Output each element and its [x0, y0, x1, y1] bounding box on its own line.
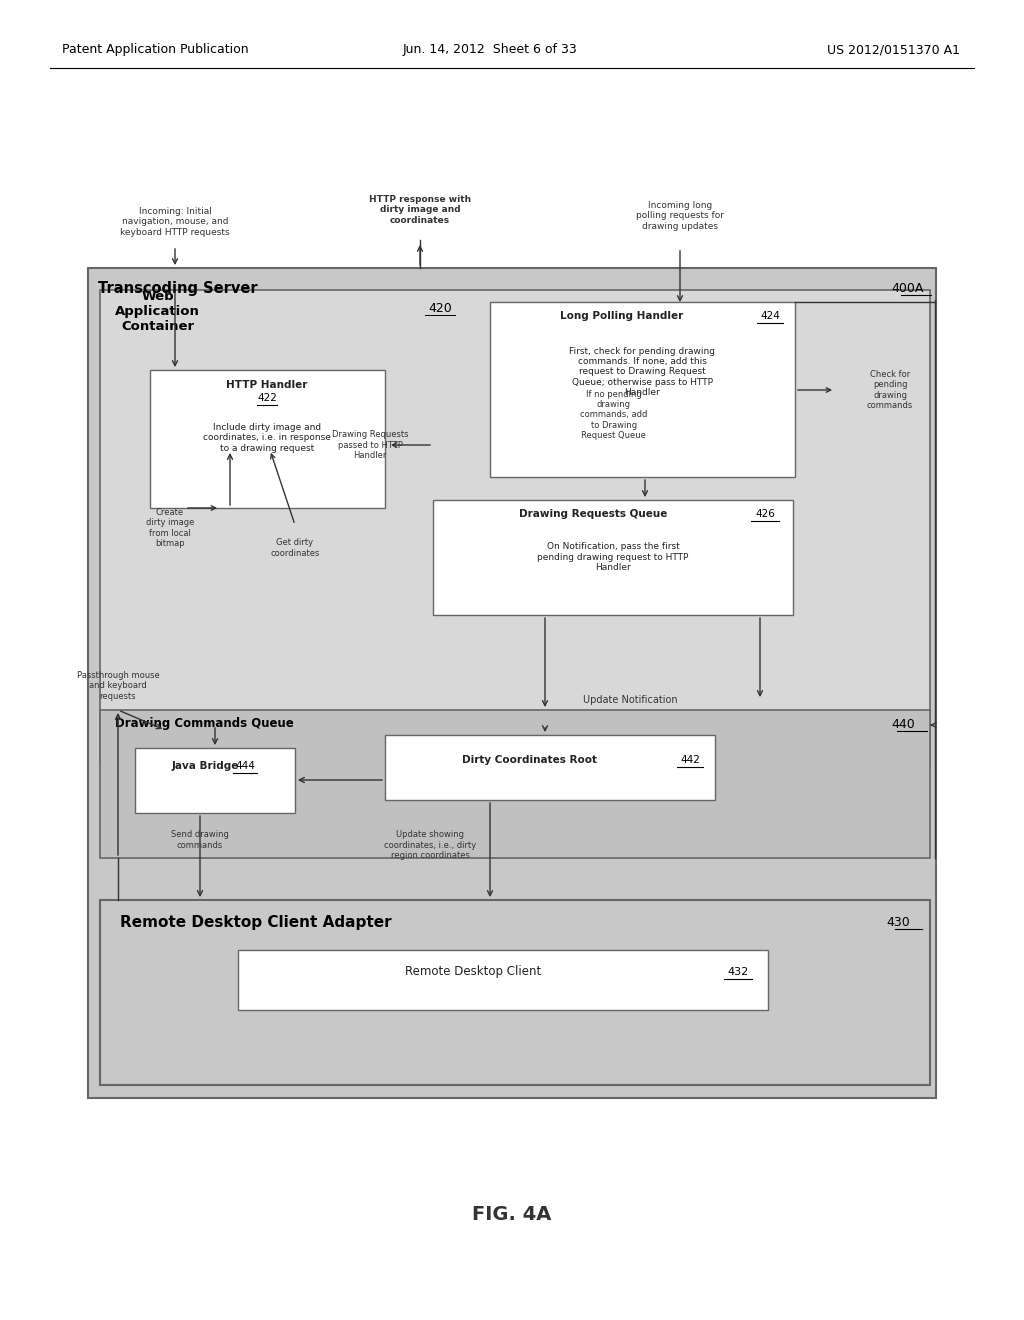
Text: 440: 440	[891, 718, 915, 730]
Text: Update Notification: Update Notification	[583, 696, 677, 705]
Text: 426: 426	[755, 510, 775, 519]
Text: HTTP Handler: HTTP Handler	[226, 380, 307, 389]
Text: Send drawing
commands: Send drawing commands	[171, 830, 229, 850]
Text: Jun. 14, 2012  Sheet 6 of 33: Jun. 14, 2012 Sheet 6 of 33	[402, 44, 578, 57]
Bar	[490, 302, 795, 477]
Text: Dirty Coordinates Root: Dirty Coordinates Root	[463, 755, 597, 766]
Text: Include dirty image and
coordinates, i.e. in response
to a drawing request: Include dirty image and coordinates, i.e…	[203, 424, 331, 453]
Text: Remote Desktop Client Adapter: Remote Desktop Client Adapter	[120, 915, 391, 929]
Text: 432: 432	[727, 968, 749, 977]
Text: US 2012/0151370 A1: US 2012/0151370 A1	[827, 44, 961, 57]
Bar	[150, 370, 385, 508]
Text: Web
Application
Container: Web Application Container	[115, 290, 200, 334]
Text: 424: 424	[760, 312, 780, 321]
Text: Passthrough mouse
and keyboard
requests: Passthrough mouse and keyboard requests	[77, 671, 160, 701]
Bar	[100, 290, 930, 766]
Text: If no pending
drawing
commands, add
to Drawing
Request Queue: If no pending drawing commands, add to D…	[580, 389, 647, 441]
Text: Incoming long
polling requests for
drawing updates: Incoming long polling requests for drawi…	[636, 201, 724, 231]
Bar	[385, 735, 715, 800]
Text: Incoming: Initial
navigation, mouse, and
keyboard HTTP requests: Incoming: Initial navigation, mouse, and…	[120, 207, 229, 236]
Bar	[100, 900, 930, 1085]
Text: Create
dirty image
from local
bitmap: Create dirty image from local bitmap	[145, 508, 195, 548]
Text: 420: 420	[428, 301, 452, 314]
Text: First, check for pending drawing
commands. If none, add this
request to Drawing : First, check for pending drawing command…	[569, 347, 715, 397]
Text: Check for
pending
drawing
commands: Check for pending drawing commands	[867, 370, 913, 411]
Bar	[100, 710, 930, 858]
Text: Drawing Requests Queue: Drawing Requests Queue	[519, 510, 668, 519]
Text: On Notification, pass the first
pending drawing request to HTTP
Handler: On Notification, pass the first pending …	[538, 543, 689, 572]
Text: 430: 430	[886, 916, 910, 928]
Text: Get dirty
coordinates: Get dirty coordinates	[270, 539, 319, 557]
Text: FIG. 4A: FIG. 4A	[472, 1205, 552, 1225]
Text: Update showing
coordinates, i.e., dirty
region coordinates: Update showing coordinates, i.e., dirty …	[384, 830, 476, 859]
Text: HTTP response with
dirty image and
coordinates: HTTP response with dirty image and coord…	[369, 195, 471, 224]
Text: Drawing Requests
passed to HTTP
Handler: Drawing Requests passed to HTTP Handler	[332, 430, 409, 459]
Text: 422: 422	[257, 393, 276, 403]
Bar	[433, 500, 793, 615]
Text: Remote Desktop Client: Remote Desktop Client	[404, 965, 541, 978]
Bar	[238, 950, 768, 1010]
Text: 444: 444	[236, 762, 255, 771]
Text: Patent Application Publication: Patent Application Publication	[62, 44, 249, 57]
Text: 400A: 400A	[892, 281, 924, 294]
Text: Drawing Commands Queue: Drawing Commands Queue	[115, 718, 294, 730]
Text: Java Bridge: Java Bridge	[171, 762, 239, 771]
Bar	[88, 268, 936, 1098]
Text: 442: 442	[680, 755, 700, 766]
Text: Long Polling Handler: Long Polling Handler	[560, 312, 684, 321]
Text: Transcoding Server: Transcoding Server	[98, 281, 258, 296]
Bar	[135, 748, 295, 813]
